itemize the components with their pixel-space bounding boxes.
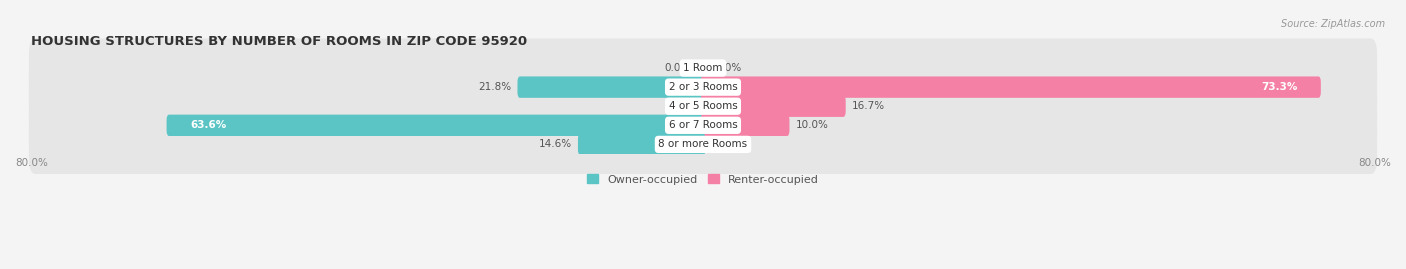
- Text: 4 or 5 Rooms: 4 or 5 Rooms: [669, 101, 737, 111]
- Text: Source: ZipAtlas.com: Source: ZipAtlas.com: [1281, 19, 1385, 29]
- Text: 2 or 3 Rooms: 2 or 3 Rooms: [669, 82, 737, 92]
- Text: 73.3%: 73.3%: [1261, 82, 1298, 92]
- FancyBboxPatch shape: [30, 115, 1376, 174]
- Text: 0.0%: 0.0%: [664, 63, 690, 73]
- Text: 10.0%: 10.0%: [796, 120, 828, 130]
- FancyBboxPatch shape: [578, 134, 706, 155]
- Text: 14.6%: 14.6%: [538, 139, 572, 149]
- Legend: Owner-occupied, Renter-occupied: Owner-occupied, Renter-occupied: [586, 174, 820, 185]
- FancyBboxPatch shape: [700, 76, 1320, 98]
- FancyBboxPatch shape: [517, 76, 706, 98]
- Text: 0.0%: 0.0%: [664, 101, 690, 111]
- Text: 8 or more Rooms: 8 or more Rooms: [658, 139, 748, 149]
- Text: 63.6%: 63.6%: [190, 120, 226, 130]
- FancyBboxPatch shape: [30, 58, 1376, 117]
- Text: 0.0%: 0.0%: [716, 139, 742, 149]
- Text: 0.0%: 0.0%: [716, 63, 742, 73]
- FancyBboxPatch shape: [166, 115, 706, 136]
- FancyBboxPatch shape: [30, 96, 1376, 155]
- FancyBboxPatch shape: [700, 95, 845, 117]
- Text: 6 or 7 Rooms: 6 or 7 Rooms: [669, 120, 737, 130]
- FancyBboxPatch shape: [30, 77, 1376, 136]
- FancyBboxPatch shape: [30, 38, 1376, 98]
- Text: HOUSING STRUCTURES BY NUMBER OF ROOMS IN ZIP CODE 95920: HOUSING STRUCTURES BY NUMBER OF ROOMS IN…: [31, 35, 527, 48]
- Text: 1 Room: 1 Room: [683, 63, 723, 73]
- FancyBboxPatch shape: [700, 115, 789, 136]
- Text: 16.7%: 16.7%: [852, 101, 884, 111]
- Text: 21.8%: 21.8%: [478, 82, 512, 92]
